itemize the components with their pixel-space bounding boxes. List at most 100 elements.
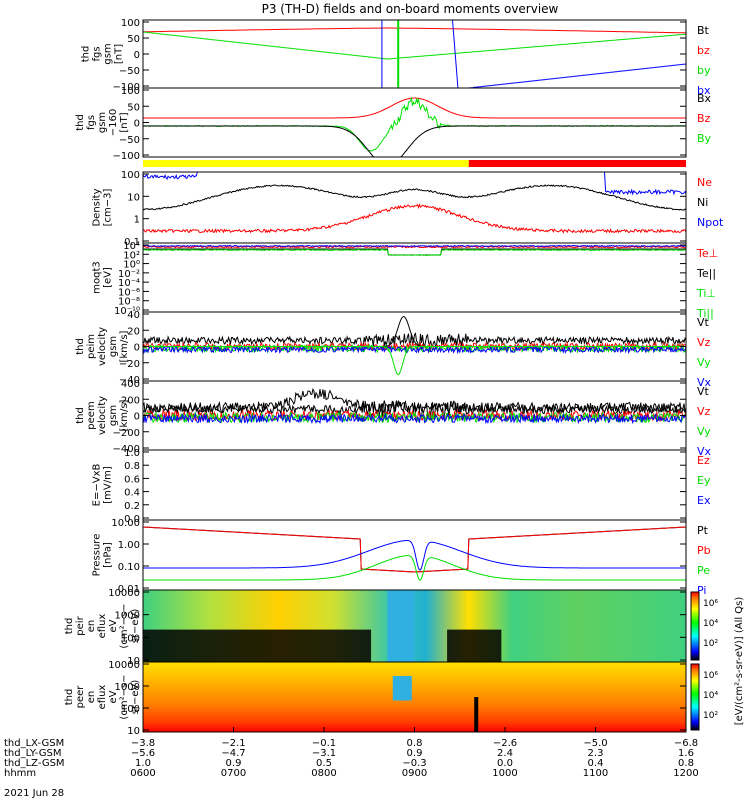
y-axis-label: thdpeemvelocitygsm[km/s] <box>75 396 130 435</box>
legend-entry: Vx <box>697 376 712 389</box>
y-tick-label: 10 <box>127 656 140 667</box>
y-tick-label: −400 <box>113 444 140 455</box>
y-axis-label-line: peim <box>86 334 97 359</box>
y-tick-label: 0 <box>134 412 140 423</box>
x-row-value: −6.8 <box>674 738 698 749</box>
panel-10: 10000 1000 100 10 thdpeerenefluxeV(cm²−s−sr−… <box>64 660 687 737</box>
colorbar-2 <box>690 663 700 731</box>
x-row-value: 0.0 <box>497 758 513 769</box>
y-axis-label-line: thd <box>81 46 92 63</box>
legend-entry: Vt <box>697 316 710 329</box>
y-axis-label-line: moqt3 <box>92 261 103 294</box>
trace-Vt <box>143 332 686 350</box>
y-axis-label-line: [nPa] <box>103 542 114 568</box>
mode-bar-slow <box>143 160 469 167</box>
x-row-value: 0700 <box>221 768 246 779</box>
legend-entry: Bz <box>697 112 711 125</box>
x-row-label: thd_LX-GSM <box>4 738 64 749</box>
y-tick-label: 0.01 <box>118 584 140 595</box>
x-axis-table: thd_LX-GSM −3.8 −2.1 −0.1 0.8 −2.6 −5.0 −6.8 thd… <box>4 727 699 799</box>
x-row-value: 1.0 <box>135 758 151 769</box>
legend-entry: bx <box>697 84 711 97</box>
legend-entry: Vz <box>697 336 711 349</box>
panel-7-frame <box>142 449 687 521</box>
y-axis-label-line: Density <box>92 188 103 226</box>
y-axis-label-line: velocity <box>97 396 108 435</box>
trace-bx <box>143 63 686 88</box>
x-row-value: 0.8 <box>678 758 694 769</box>
x-row-value: 1100 <box>583 768 608 779</box>
y-tick-label: 10000 <box>108 588 140 599</box>
panel-10-traces <box>143 662 686 732</box>
panel-3-traces <box>143 172 686 234</box>
y-tick-label: 100 <box>121 170 140 181</box>
panel-5: 40 20 0 −20 −40 thdpeimvelocitygsm[km/s] Vt Vz V… <box>75 310 712 389</box>
x-row-label: thd_LZ-GSM <box>4 758 65 769</box>
y-axis-label: thdfgsgsm[nT] <box>81 43 125 64</box>
legend-entry: Pt <box>697 524 709 537</box>
mode-bar-fast <box>468 160 686 167</box>
panel-9-traces <box>143 590 686 662</box>
panel-1: 100 50 0 −50 −100 thdfgsgsm[nT] Bt bz by bx <box>81 18 711 97</box>
y-tick-label: 1 <box>134 215 140 226</box>
y-tick-label: 0 <box>134 119 140 130</box>
x-row-label: hhmm <box>4 768 36 779</box>
y-tick-label: 0 <box>134 343 140 354</box>
legend-entry: Pi <box>697 584 706 597</box>
y-tick-label: 40 <box>127 310 140 321</box>
y-tick-label: 100 <box>121 633 140 644</box>
y-axis-label-line: eV <box>108 619 119 632</box>
y-tick-label: 0 <box>134 50 140 61</box>
y-axis-label: E=−VxB[mV/m] <box>92 464 114 507</box>
y-tick-label: −200 <box>113 428 140 439</box>
y-tick-label: 200 <box>121 395 140 406</box>
y-axis-label-line: sr−eV) <box>130 609 141 644</box>
x-row-value: 2.3 <box>588 748 604 759</box>
x-row-value: −3.8 <box>131 738 155 749</box>
legend-entry: by <box>697 64 711 77</box>
plot-title: P3 (TH-D) fields and on-board moments ov… <box>262 2 559 16</box>
x-row-value: 0600 <box>130 768 155 779</box>
colorbar-label: [eV/(cm²-s-sr-eV)] (All Qs) <box>734 597 745 726</box>
y-tick-label: 100 <box>121 18 140 29</box>
trace-by <box>143 31 686 60</box>
legend-entry: Te⊥ <box>696 247 718 260</box>
y-axis-label-line: [cm−3] <box>103 189 114 227</box>
y-tick-label: 10⁻⁸ <box>118 297 140 308</box>
y-tick-label: 0.2 <box>124 501 140 512</box>
y-axis-label-line: thd <box>64 689 75 706</box>
trace-bx-drop <box>452 20 459 88</box>
panel-5-traces <box>143 315 686 376</box>
spectrogram-ion-core <box>387 590 415 662</box>
y-tick-label: −20 <box>119 359 140 370</box>
trace-Ne <box>143 203 686 234</box>
y-tick-label: 1.00 <box>118 540 140 551</box>
trace-Vx <box>143 412 686 425</box>
y-axis-label-line: E=−VxB <box>92 464 103 507</box>
y-tick-label: −40 <box>119 375 140 386</box>
y-tick-label: 10⁻¹⁰ <box>114 306 140 317</box>
y-axis-label-line: thd <box>75 407 86 424</box>
panel-9: 10000 1000 100 10 thdpeirenefluxeV(cm²−s−sr−… <box>64 588 687 667</box>
panel-2-traces <box>143 96 686 157</box>
y-tick-label: 1.0 <box>124 448 140 459</box>
legend-entry: Ti|| <box>696 307 714 320</box>
y-tick-label: 0.0 <box>124 514 140 525</box>
trace-Npot <box>143 172 686 196</box>
y-tick-label: 0.1 <box>124 237 140 248</box>
legend-entry: Vy <box>697 356 711 369</box>
y-tick-label: −100 <box>113 82 140 93</box>
x-row-value: 0900 <box>402 768 427 779</box>
y-axis-label-line: (cm²−s− <box>119 674 130 719</box>
trace-bz <box>143 27 686 34</box>
x-row-value: 1200 <box>673 768 698 779</box>
spectrogram-ion-gap-left <box>143 629 372 662</box>
y-tick-label: 1000 <box>115 682 140 693</box>
legend-entry: Ey <box>697 474 711 487</box>
trace-Ti-perp <box>143 244 686 248</box>
trace-Vt-burst <box>143 388 686 415</box>
y-axis-label: Pressure[nPa] <box>92 534 114 577</box>
legend-entry: By <box>697 132 712 145</box>
legend-entry: Npot <box>697 216 724 229</box>
